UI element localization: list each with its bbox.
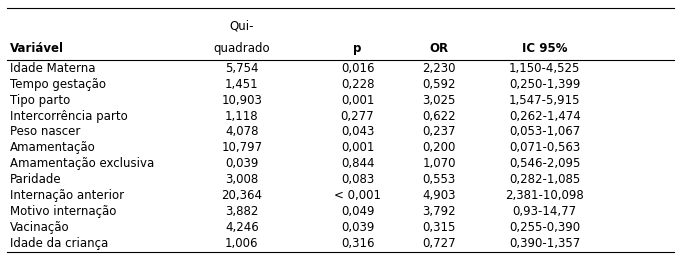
Text: Amamentação: Amamentação — [10, 141, 96, 154]
Text: 0,049: 0,049 — [340, 205, 375, 218]
Text: 0,001: 0,001 — [340, 141, 375, 154]
Text: Idade da criança: Idade da criança — [10, 237, 108, 250]
Text: 0,071-0,563: 0,071-0,563 — [509, 141, 580, 154]
Text: 0,255-0,390: 0,255-0,390 — [509, 221, 580, 234]
Text: Vacinação: Vacinação — [10, 221, 70, 234]
Text: 3,792: 3,792 — [422, 205, 456, 218]
Text: 0,237: 0,237 — [422, 125, 456, 139]
Text: IC 95%: IC 95% — [522, 42, 567, 55]
Text: 0,727: 0,727 — [422, 237, 456, 250]
Text: 1,451: 1,451 — [225, 78, 259, 91]
Text: 1,547-5,915: 1,547-5,915 — [509, 94, 580, 107]
Text: 10,903: 10,903 — [221, 94, 262, 107]
Text: 2,381-10,098: 2,381-10,098 — [505, 189, 584, 202]
Text: 1,006: 1,006 — [225, 237, 259, 250]
Text: 1,070: 1,070 — [422, 157, 456, 170]
Text: 0,553: 0,553 — [423, 173, 456, 186]
Text: 0,039: 0,039 — [225, 157, 259, 170]
Text: 4,903: 4,903 — [422, 189, 456, 202]
Text: 0,592: 0,592 — [422, 78, 456, 91]
Text: 3,008: 3,008 — [225, 173, 258, 186]
Text: Motivo internação: Motivo internação — [10, 205, 116, 218]
Text: 0,039: 0,039 — [340, 221, 375, 234]
Text: Intercorrência parto: Intercorrência parto — [10, 110, 128, 123]
Text: 4,078: 4,078 — [225, 125, 259, 139]
Text: 0,043: 0,043 — [340, 125, 375, 139]
Text: 0,622: 0,622 — [422, 110, 456, 123]
Text: 1,150-4,525: 1,150-4,525 — [509, 62, 580, 75]
Text: 0,083: 0,083 — [341, 173, 374, 186]
Text: 0,001: 0,001 — [340, 94, 375, 107]
Text: Tempo gestação: Tempo gestação — [10, 78, 106, 91]
Text: 0,200: 0,200 — [422, 141, 456, 154]
Text: Peso nascer: Peso nascer — [10, 125, 80, 139]
Text: 5,754: 5,754 — [225, 62, 259, 75]
Text: Tipo parto: Tipo parto — [10, 94, 70, 107]
Text: OR: OR — [430, 42, 449, 55]
Text: Amamentação exclusiva: Amamentação exclusiva — [10, 157, 155, 170]
Text: 0,546-2,095: 0,546-2,095 — [509, 157, 580, 170]
Text: 0,228: 0,228 — [340, 78, 375, 91]
Text: 0,315: 0,315 — [422, 221, 456, 234]
Text: 0,016: 0,016 — [340, 62, 375, 75]
Text: Internação anterior: Internação anterior — [10, 189, 125, 202]
Text: 10,797: 10,797 — [221, 141, 262, 154]
Text: 0,250-1,399: 0,250-1,399 — [509, 78, 580, 91]
Text: 0,282-1,085: 0,282-1,085 — [509, 173, 580, 186]
Text: 4,246: 4,246 — [225, 221, 259, 234]
Text: 20,364: 20,364 — [221, 189, 262, 202]
Text: 3,025: 3,025 — [422, 94, 456, 107]
Text: Variável: Variável — [10, 42, 64, 55]
Text: 0,390-1,357: 0,390-1,357 — [509, 237, 580, 250]
Text: Paridade: Paridade — [10, 173, 62, 186]
Text: 0,277: 0,277 — [340, 110, 375, 123]
Text: 0,316: 0,316 — [340, 237, 375, 250]
Text: 0,93-14,77: 0,93-14,77 — [513, 205, 577, 218]
Text: p: p — [353, 42, 362, 55]
Text: 0,844: 0,844 — [340, 157, 375, 170]
Text: 1,118: 1,118 — [225, 110, 259, 123]
Text: 2,230: 2,230 — [422, 62, 456, 75]
Text: Idade Materna: Idade Materna — [10, 62, 96, 75]
Text: 3,882: 3,882 — [225, 205, 259, 218]
Text: 0,053-1,067: 0,053-1,067 — [509, 125, 580, 139]
Text: Qui-: Qui- — [229, 20, 254, 33]
Text: < 0,001: < 0,001 — [334, 189, 381, 202]
Text: 0,262-1,474: 0,262-1,474 — [509, 110, 581, 123]
Text: quadrado: quadrado — [213, 42, 270, 55]
